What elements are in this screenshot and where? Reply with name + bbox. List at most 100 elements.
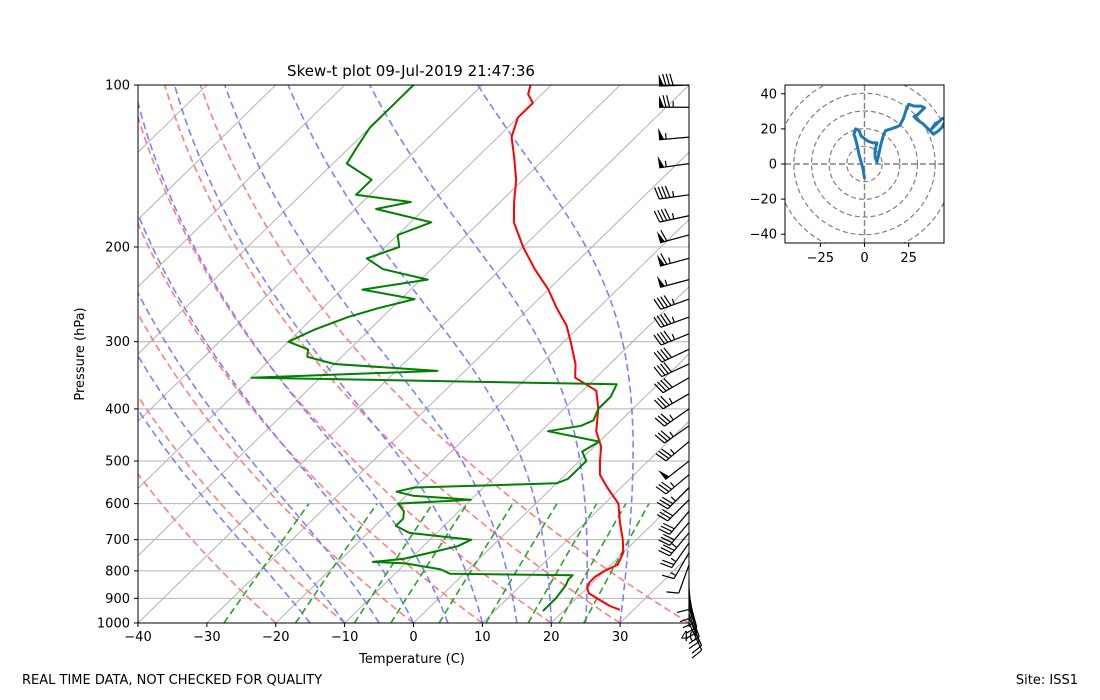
barb-half-feather (668, 257, 671, 264)
isotherm-line (344, 286, 689, 623)
barb-feather (657, 381, 667, 392)
barb-feather (663, 377, 673, 388)
barb-staff (661, 363, 690, 378)
moist-adiabat-line (138, 354, 346, 623)
barb-feather (657, 186, 664, 199)
barb-flag (657, 155, 665, 168)
wind-barb (666, 564, 690, 594)
barb-feather (662, 544, 675, 551)
barb-feather (691, 649, 703, 659)
wind-barb (657, 460, 690, 480)
mixing-ratio-line (223, 503, 310, 623)
y-tick-label: 800 (105, 564, 130, 579)
wind-barb (653, 313, 690, 328)
x-axis-label: Temperature (C) (358, 652, 465, 667)
barb-feather (659, 499, 671, 507)
barb-feather (653, 334, 662, 346)
barb-flag (656, 231, 665, 243)
barb-feather (660, 547, 673, 554)
x-tick-label: −30 (193, 630, 220, 645)
isotherm-line (275, 218, 689, 623)
barb-feather (656, 501, 669, 510)
wind-barb (653, 295, 690, 310)
wind-barb (653, 347, 690, 363)
isotherm-line (138, 85, 621, 557)
barb-half-feather (671, 333, 676, 340)
hodo-x-tick-label: 25 (900, 251, 917, 266)
barb-feather (662, 95, 667, 108)
barb-half-feather (670, 557, 677, 563)
barb-feather (663, 295, 672, 306)
wind-barb (656, 253, 690, 267)
isotherm-line (138, 85, 277, 221)
dry-adiabat-line (163, 85, 621, 623)
barb-staff (669, 510, 690, 535)
wind-barb (653, 377, 690, 394)
barb-flag (659, 95, 664, 108)
barb-feather (660, 430, 671, 440)
barb-feather (662, 559, 675, 566)
barb-feather (656, 315, 665, 327)
barb-half-feather (664, 279, 668, 286)
barb-staff (678, 564, 690, 594)
barb-feather (661, 496, 674, 505)
barb-feather (661, 574, 675, 580)
barb-feather (660, 379, 670, 390)
barb-feather (653, 366, 663, 378)
wind-barb (688, 622, 703, 659)
wind-barb (656, 499, 690, 522)
wind-barb (653, 393, 690, 410)
barb-feather (659, 511, 671, 519)
wind-barb (656, 487, 690, 510)
wind-barb (653, 330, 690, 346)
moist-adiabat-line (368, 85, 588, 623)
wind-barb (654, 408, 690, 427)
barb-feather (660, 395, 670, 406)
dry-adiabat-line (199, 85, 689, 623)
barb-staff (664, 408, 690, 427)
barb-feather (654, 434, 665, 444)
barb-staff (688, 598, 698, 628)
x-tick-label: −20 (262, 630, 289, 645)
barb-staff (669, 532, 690, 557)
dry-adiabat-line (138, 221, 483, 623)
barb-feather (662, 533, 675, 541)
barb-feather (660, 363, 669, 374)
hodograph-ring (828, 128, 901, 200)
moist-adiabat-line (287, 85, 553, 623)
barb-feather (661, 481, 672, 490)
y-axis-label: Pressure (hPa) (73, 307, 88, 400)
barb-feather (663, 330, 672, 342)
barb-feather (657, 209, 664, 222)
barb-staff (665, 474, 690, 495)
skewt-background-lines (138, 85, 689, 623)
y-tick-label: 400 (105, 402, 130, 417)
x-tick-label: 10 (474, 630, 491, 645)
barb-feather (661, 448, 672, 457)
y-tick-label: 300 (105, 335, 130, 350)
wind-barb (657, 155, 690, 169)
barb-half-feather (669, 482, 675, 488)
barb-staff (688, 608, 700, 637)
hodo-y-tick-label: −40 (750, 228, 777, 243)
site-label: Site: ISS1 (1015, 673, 1078, 688)
x-tick-label: 0 (409, 630, 417, 645)
y-tick-label: 100 (105, 79, 130, 94)
wind-barb (658, 532, 690, 557)
moist-adiabat-line (224, 85, 518, 623)
dry-adiabat-line (138, 394, 346, 623)
mixing-ratio-line (438, 503, 514, 623)
barb-feather (653, 399, 664, 410)
barb-staff (662, 377, 690, 394)
barb-feather (662, 73, 667, 86)
mixing-ratio-line (527, 503, 598, 623)
barb-feather (660, 209, 668, 221)
barb-feather (656, 350, 666, 361)
barb-feather (658, 549, 670, 557)
barb-flag (658, 127, 665, 140)
dewpoint-profile (250, 85, 618, 612)
barb-staff (659, 194, 690, 200)
barb-staff (688, 618, 703, 646)
barb-feather (660, 253, 668, 265)
